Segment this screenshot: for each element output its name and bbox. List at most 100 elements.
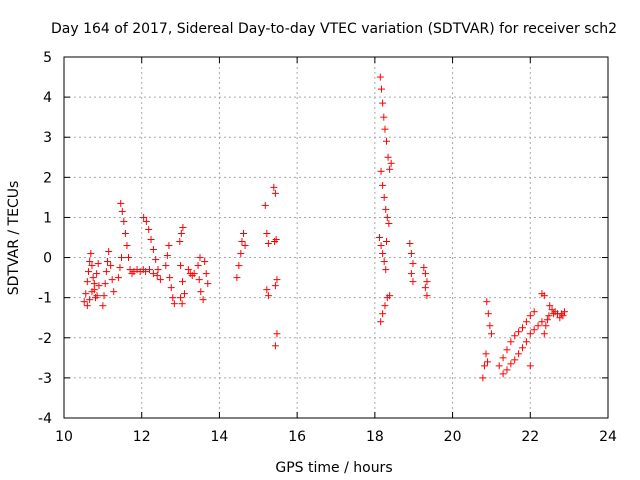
data-point [178, 300, 186, 308]
data-point [235, 262, 243, 270]
data-point [420, 264, 428, 272]
data-point [273, 276, 281, 284]
data-point [104, 258, 112, 266]
data-point [384, 153, 392, 161]
data-point [80, 298, 88, 306]
data-point [233, 274, 241, 282]
data-point [407, 270, 415, 278]
data-point [204, 280, 212, 288]
data-point [261, 201, 269, 209]
data-point [195, 276, 203, 284]
grid-lines [63, 56, 609, 419]
data-point [482, 350, 490, 358]
data-point [86, 258, 94, 266]
data-point [153, 272, 161, 280]
data-point [156, 276, 164, 284]
data-point [142, 268, 150, 276]
data-point [381, 302, 389, 310]
data-point [515, 328, 523, 336]
data-point [511, 332, 519, 340]
data-point [169, 294, 177, 302]
y-tick-label: 3 [43, 130, 52, 146]
data-point [264, 240, 272, 248]
data-point [546, 302, 554, 310]
data-point [386, 292, 394, 300]
data-point [114, 274, 122, 282]
data-point [377, 318, 385, 326]
data-point [376, 73, 384, 81]
x-tick-label: 16 [288, 429, 306, 445]
data-point [495, 362, 503, 370]
data-point [101, 280, 109, 288]
data-point [543, 316, 551, 324]
chart-title: Day 164 of 2017, Sidereal Day-to-day VTE… [51, 21, 617, 37]
data-point [190, 270, 198, 278]
data-point [94, 260, 102, 268]
data-point [179, 223, 187, 231]
data-point [538, 318, 546, 326]
data-point [271, 282, 279, 290]
data-point [272, 236, 280, 244]
x-tick-label: 18 [366, 429, 384, 445]
data-point [167, 284, 175, 292]
data-point [423, 292, 431, 300]
data-point [507, 360, 515, 368]
data-point [377, 85, 385, 93]
data-point [379, 181, 387, 189]
data-point [126, 266, 134, 274]
data-point [90, 280, 98, 288]
data-point [142, 217, 150, 225]
data-point [162, 262, 170, 270]
y-tick-label: 0 [43, 251, 52, 267]
data-point [202, 270, 210, 278]
data-point [118, 254, 126, 262]
data-point [271, 189, 279, 197]
data-point [264, 292, 272, 300]
y-tick-label: 2 [43, 170, 52, 186]
data-point [380, 113, 388, 121]
data-point [166, 274, 174, 282]
data-point [273, 330, 281, 338]
data-point [140, 213, 148, 221]
data-point [110, 288, 118, 296]
y-tick-label: 1 [43, 210, 52, 226]
data-point [484, 310, 492, 318]
y-tick-label: -3 [38, 371, 52, 387]
y-tick-label: -2 [38, 331, 52, 347]
data-point [380, 258, 388, 266]
data-point [83, 278, 91, 286]
data-point [382, 205, 390, 213]
data-point [376, 234, 384, 241]
data-point [125, 254, 133, 262]
x-axis-label: GPS time / hours [275, 460, 392, 476]
x-tick-label: 10 [55, 429, 73, 445]
data-point [423, 278, 431, 286]
data-point [409, 260, 417, 268]
data-point [379, 250, 387, 258]
data-point [526, 362, 534, 370]
data-point [480, 362, 488, 370]
data-point [519, 324, 527, 332]
data-point [147, 236, 155, 244]
data-point [240, 229, 248, 237]
data-point [149, 246, 157, 254]
data-point [237, 250, 245, 258]
data-point [102, 268, 110, 276]
data-point [526, 312, 534, 320]
data-point [263, 286, 271, 294]
data-point [117, 199, 125, 207]
y-tick-label: -4 [38, 411, 52, 427]
data-point [196, 254, 204, 262]
data-point [84, 268, 92, 276]
data-point [407, 250, 415, 258]
data-point [88, 262, 96, 270]
data-point [270, 183, 278, 191]
data-point [163, 252, 171, 260]
data-point [522, 318, 530, 326]
data-point [199, 296, 207, 304]
data-point [387, 159, 395, 167]
data-point [382, 266, 390, 274]
